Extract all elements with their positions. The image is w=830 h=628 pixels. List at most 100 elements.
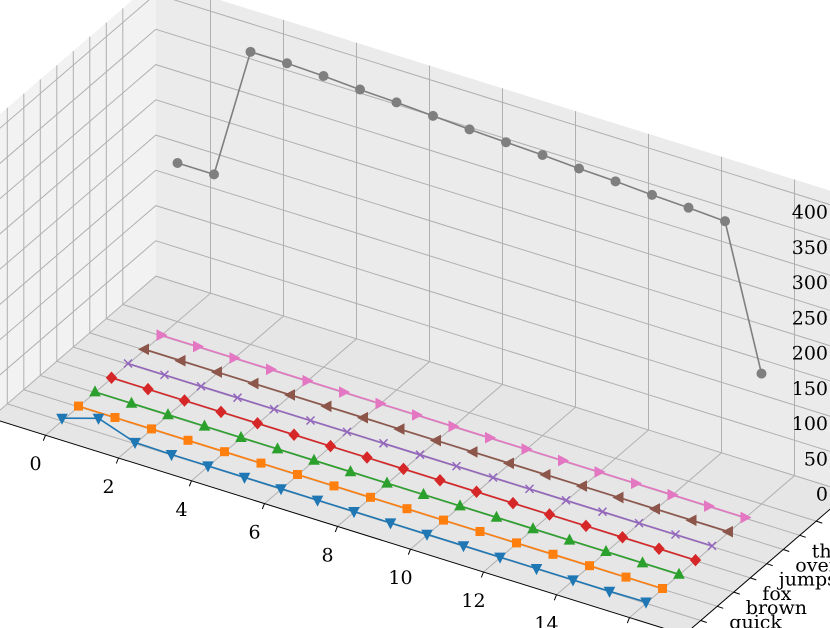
- data-point: [685, 514, 697, 527]
- data-point: [172, 157, 183, 168]
- data-point: [585, 561, 594, 571]
- data-point: [673, 567, 685, 579]
- data-point: [448, 420, 460, 433]
- data-point: [451, 461, 462, 471]
- z-tick-label: 100: [792, 413, 828, 435]
- data-point: [683, 202, 694, 213]
- data-point: [89, 385, 101, 397]
- data-point: [507, 496, 519, 510]
- series-lines: [56, 46, 767, 609]
- y-tick-label: quick: [729, 611, 782, 628]
- data-point: [366, 492, 375, 502]
- data-point: [600, 544, 612, 556]
- data-point: [202, 461, 214, 473]
- y-tick-label: brown: [746, 597, 807, 619]
- data-point: [634, 518, 644, 528]
- data-point: [174, 354, 186, 367]
- series-0: [56, 413, 652, 609]
- data-point: [397, 462, 410, 476]
- y-tick-mark: [700, 620, 707, 623]
- data-point: [391, 97, 402, 108]
- data-point: [653, 542, 665, 555]
- data-point: [159, 370, 170, 380]
- data-point: [266, 363, 278, 376]
- data-point: [670, 529, 681, 540]
- x-tick-label: 6: [248, 522, 260, 544]
- z-grid-line: [0, 134, 830, 347]
- x-tick-mark: [115, 457, 119, 464]
- data-point: [271, 442, 284, 454]
- data-point: [454, 499, 466, 511]
- x-tick-mark: [261, 503, 265, 510]
- data-point: [539, 468, 551, 481]
- data-point: [320, 400, 332, 413]
- data-point: [308, 453, 320, 465]
- data-point: [156, 329, 168, 341]
- data-point: [464, 124, 475, 135]
- data-point: [282, 58, 292, 69]
- series-6: [156, 329, 752, 524]
- data-point: [548, 549, 558, 559]
- z-tick-label: 200: [792, 343, 828, 365]
- data-point: [537, 150, 548, 161]
- z-tick-label: 150: [792, 378, 828, 400]
- data-point: [92, 413, 105, 425]
- data-point: [530, 564, 543, 576]
- y-tick-label: the: [812, 540, 830, 562]
- data-point: [720, 216, 730, 227]
- data-point: [147, 424, 156, 434]
- x-tick-label: 8: [321, 544, 333, 566]
- data-point: [490, 510, 503, 522]
- y-tick-mark: [750, 577, 757, 581]
- data-point: [527, 522, 539, 534]
- z-grid-line: [0, 275, 830, 488]
- data-point: [429, 434, 441, 447]
- data-point: [142, 382, 154, 396]
- x-tick-label: 12: [461, 590, 485, 612]
- data-point: [470, 485, 483, 498]
- data-point: [288, 428, 300, 441]
- data-point: [348, 507, 360, 519]
- data-point: [421, 529, 433, 541]
- data-point: [302, 374, 314, 387]
- data-point: [342, 427, 352, 437]
- data-point: [355, 84, 365, 95]
- data-point: [512, 538, 521, 548]
- data-point: [269, 404, 279, 414]
- x-tick-mark: [480, 571, 484, 578]
- data-point: [466, 446, 478, 458]
- z-grid-line: [0, 28, 830, 241]
- data-point: [594, 466, 606, 478]
- data-point: [597, 507, 608, 517]
- data-point: [162, 408, 174, 420]
- data-point: [283, 389, 295, 401]
- y-tick-label: fox: [762, 583, 791, 605]
- data-point: [215, 405, 227, 419]
- y-tick-mark: [783, 549, 790, 552]
- data-point: [125, 396, 138, 408]
- data-point: [756, 368, 767, 379]
- data-point: [563, 533, 576, 545]
- data-point: [123, 358, 133, 369]
- z-grid-line: [0, 0, 830, 206]
- data-point: [324, 439, 337, 453]
- data-point: [428, 110, 438, 121]
- y-tick-label: over: [795, 555, 830, 577]
- data-point: [318, 71, 329, 82]
- series-3: [105, 371, 702, 567]
- data-point: [356, 411, 368, 424]
- data-point: [612, 491, 624, 504]
- z-tick-label: 350: [792, 237, 828, 259]
- data-point: [648, 503, 660, 515]
- data-point: [229, 352, 241, 364]
- data-point: [621, 572, 631, 582]
- z-tick-label: 50: [804, 448, 828, 470]
- data-point: [311, 495, 324, 507]
- data-point: [196, 381, 206, 391]
- series-5: [137, 343, 733, 538]
- z-tick-label: 0: [816, 484, 828, 506]
- x-tick-label: 4: [175, 499, 187, 521]
- tick-labels: 0246810121416Thequickbrownfoxjumpsoverth…: [29, 202, 830, 628]
- z-grid-line: [0, 64, 830, 276]
